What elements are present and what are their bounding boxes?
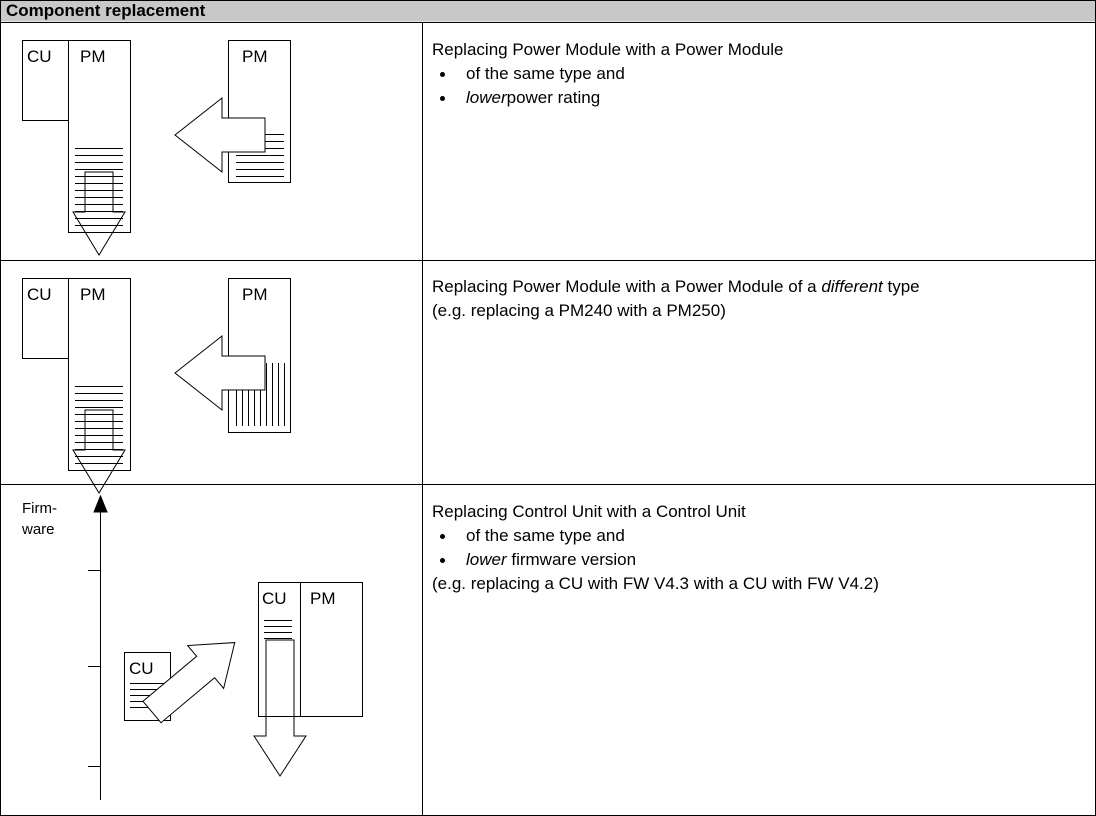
axis-label: Firm- <box>22 500 57 517</box>
text: Replacing Power Module with a Power Modu… <box>432 277 822 296</box>
arrow <box>253 639 307 777</box>
desc-note: (e.g. replacing a CU with FW V4.3 with a… <box>432 574 879 593</box>
axis-arrow <box>93 494 108 513</box>
bullet-list: of the same type and lowerpower rating <box>432 62 1082 110</box>
arrow <box>72 171 126 256</box>
bullet: of the same type and <box>432 524 1082 548</box>
module-label: CU <box>262 589 287 608</box>
desc-title: Replacing Power Module with a Power Modu… <box>432 275 1082 299</box>
desc-title: Replacing Control Unit with a Control Un… <box>432 502 746 521</box>
arrow <box>142 642 236 724</box>
module-label: PM <box>80 47 106 66</box>
text: power rating <box>506 88 601 107</box>
text: type <box>882 277 920 296</box>
emphasis: different <box>821 277 883 296</box>
description: Replacing Power Module with a Power Modu… <box>432 38 1082 110</box>
bullet: lower firmware version <box>432 548 1082 572</box>
module-label: PM <box>310 589 336 608</box>
module-box <box>68 40 131 233</box>
module-box <box>22 278 69 359</box>
axis-label: ware <box>21 521 55 538</box>
module-box <box>22 40 69 121</box>
emphasis: lower <box>466 550 507 569</box>
desc-note: (e.g. replacing a PM240 with a PM250) <box>432 301 726 320</box>
bullet: lowerpower rating <box>432 86 1082 110</box>
description: Replacing Control Unit with a Control Un… <box>432 500 1082 596</box>
text: firmware version <box>506 550 637 569</box>
module-box <box>300 582 363 717</box>
bullet: of the same type and <box>432 62 1082 86</box>
module-label: PM <box>242 47 268 66</box>
bullet-list: of the same type and lower firmware vers… <box>432 524 1082 572</box>
desc-title: Replacing Power Module with a Power Modu… <box>432 40 784 59</box>
module-label: PM <box>80 285 106 304</box>
module-label: CU <box>27 285 52 304</box>
header-bg <box>0 0 1096 22</box>
module-label: CU <box>129 659 154 678</box>
description: Replacing Power Module with a Power Modu… <box>432 275 1082 323</box>
shapes <box>22 40 363 800</box>
arrow <box>174 96 266 174</box>
module-box <box>228 40 291 183</box>
module-box <box>68 278 131 471</box>
module-label: PM <box>242 285 268 304</box>
emphasis: lower <box>466 88 507 107</box>
module-label: CU <box>27 47 52 66</box>
arrow <box>174 334 266 412</box>
header-title: Component replacement <box>6 1 206 20</box>
arrow <box>72 409 126 494</box>
